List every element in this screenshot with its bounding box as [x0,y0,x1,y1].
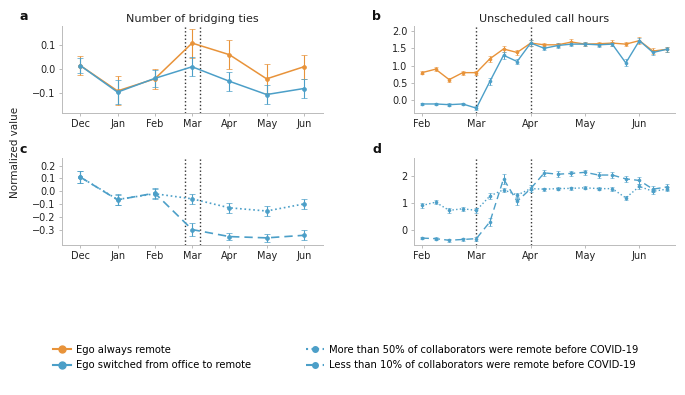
Title: Unscheduled call hours: Unscheduled call hours [479,13,610,24]
Text: c: c [20,143,27,156]
Legend: More than 50% of collaborators were remote before COVID-19, Less than 10% of col: More than 50% of collaborators were remo… [306,345,639,370]
Text: b: b [372,10,381,23]
Text: Normalized value: Normalized value [10,107,21,198]
Legend: Ego always remote, Ego switched from office to remote: Ego always remote, Ego switched from off… [53,345,251,370]
Text: a: a [20,10,28,23]
Title: Number of bridging ties: Number of bridging ties [126,13,258,24]
Text: d: d [372,143,381,156]
